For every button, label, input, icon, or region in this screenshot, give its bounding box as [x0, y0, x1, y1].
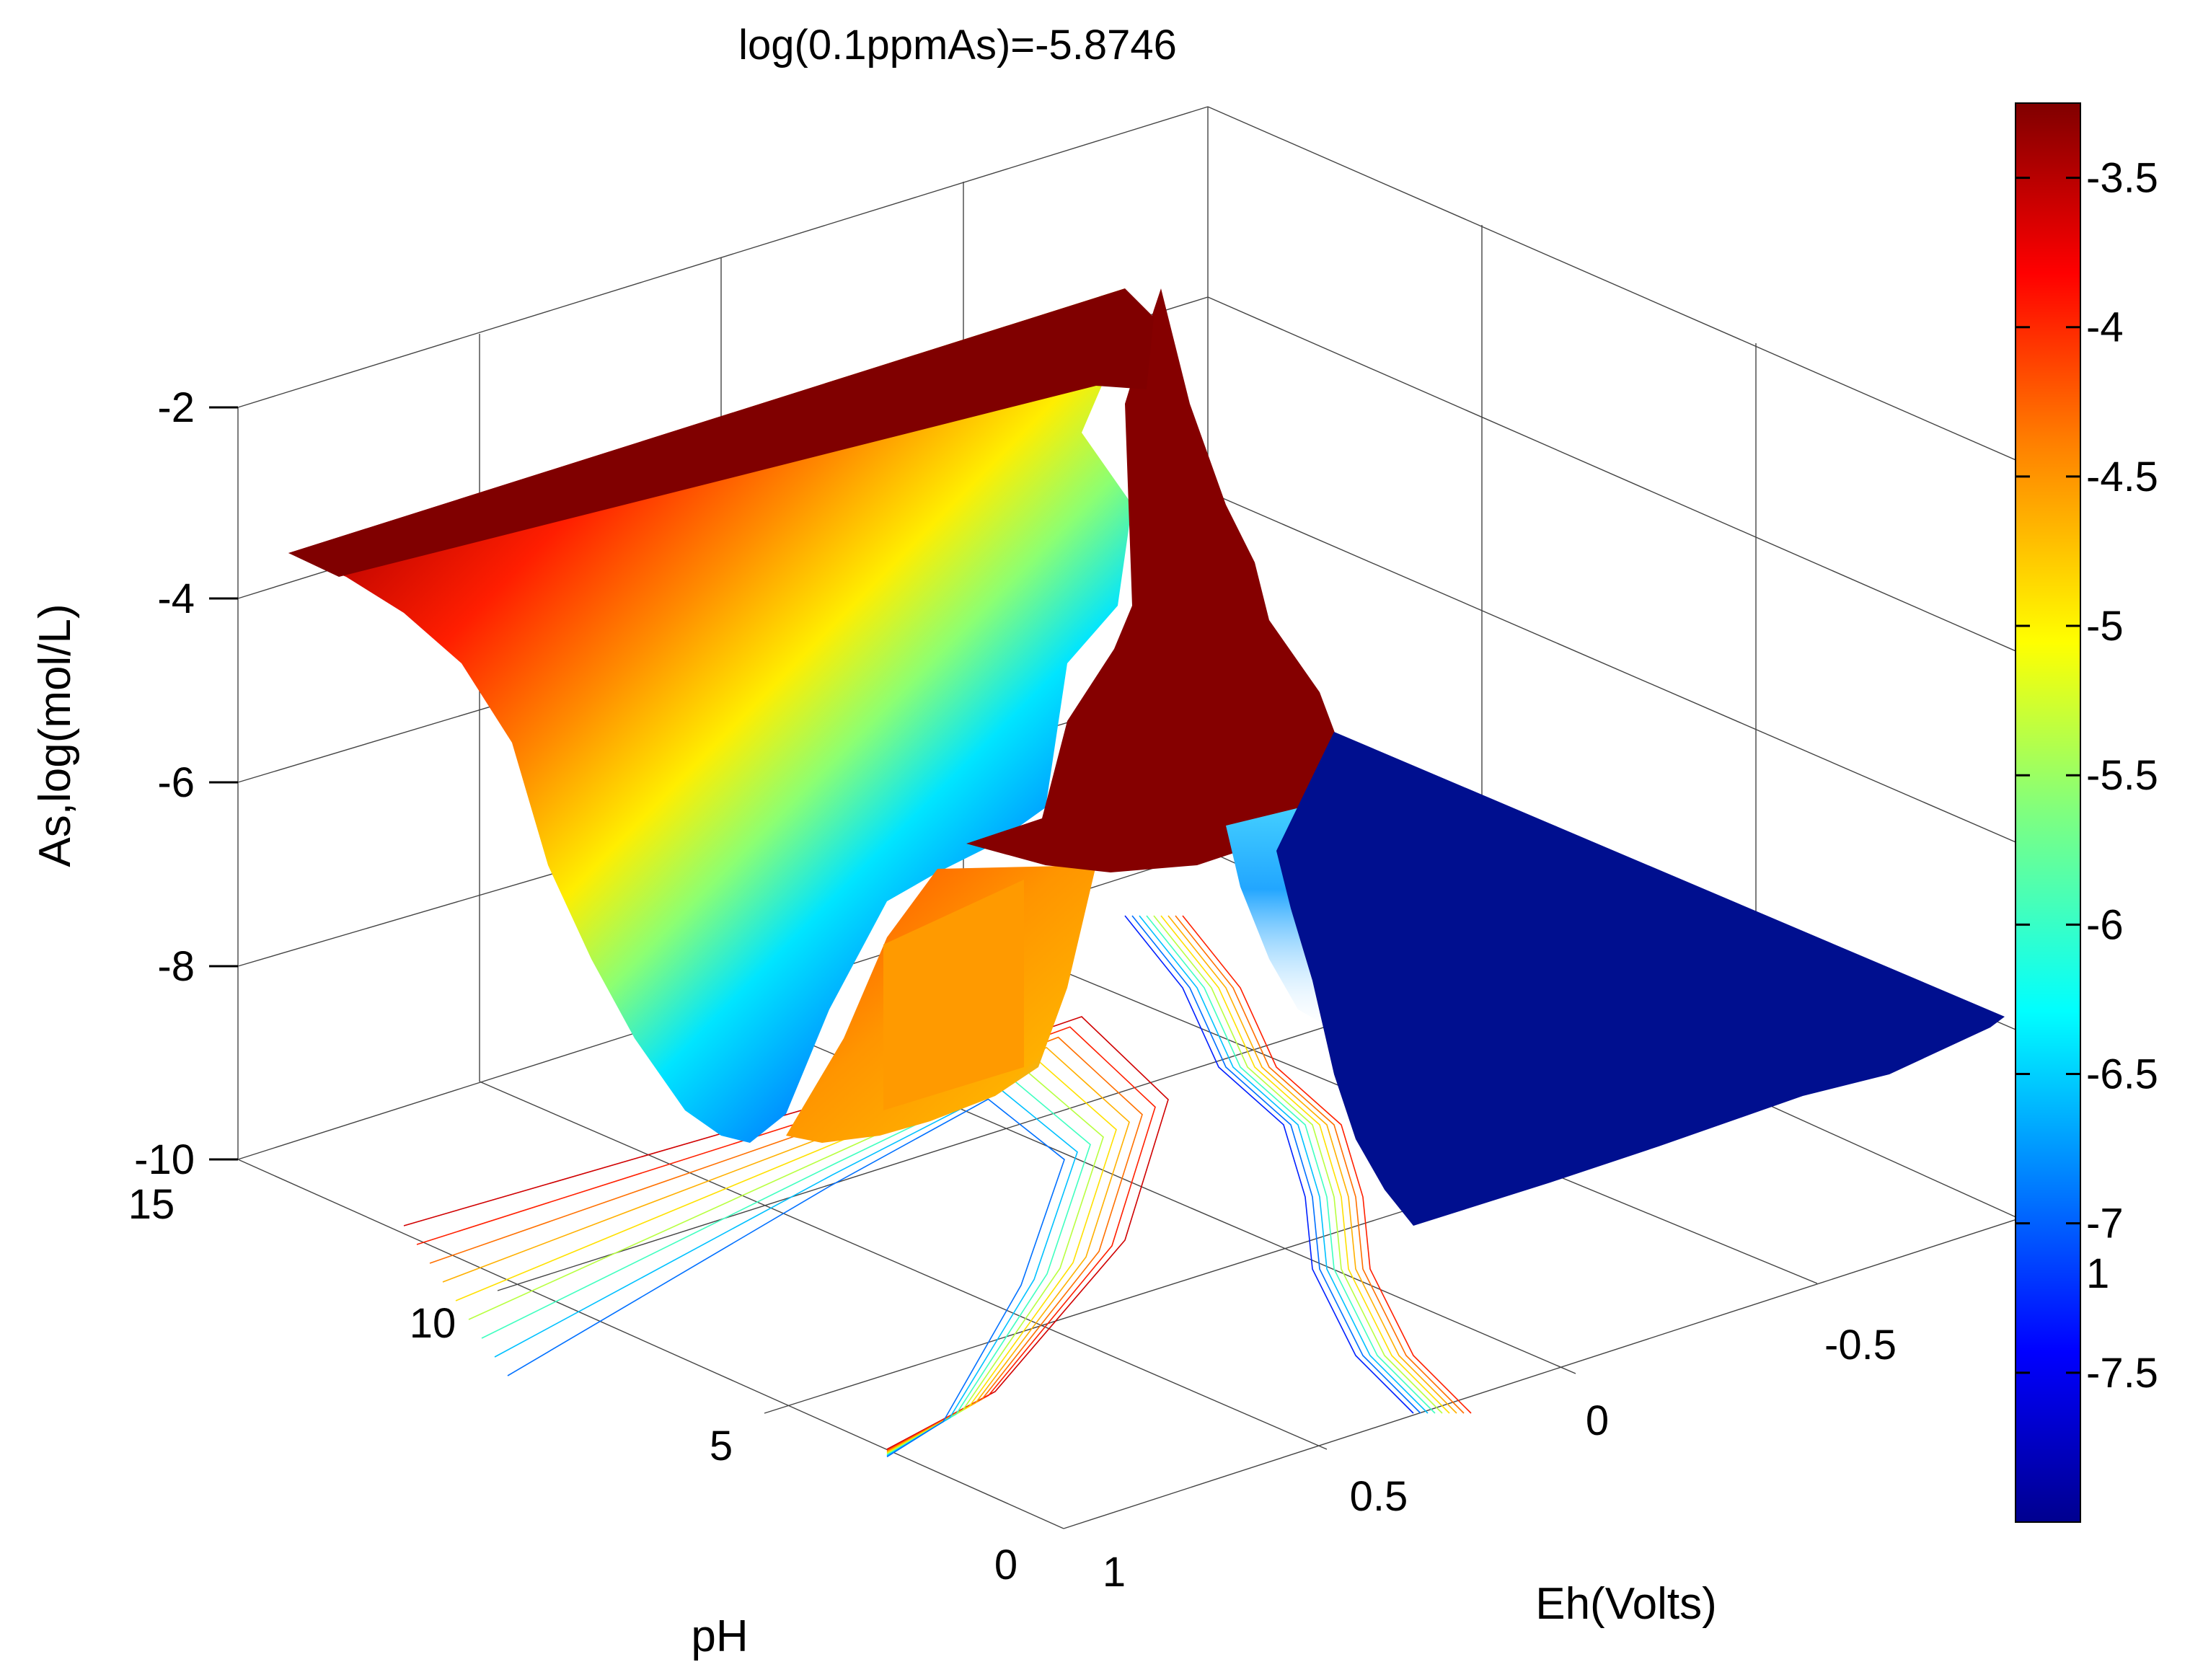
z-axis-ticks: -2 -4 -6 -8 -10	[134, 384, 238, 1183]
contour-line	[1139, 915, 1429, 1414]
contour-line	[1175, 915, 1465, 1414]
grid-line	[1207, 106, 2020, 462]
colorbar-extra-label: 1	[2086, 1250, 2109, 1297]
x-tick-label: 0	[1586, 1397, 1609, 1444]
colorbar-tick-label: -4.5	[2086, 454, 2158, 500]
x-axis-ticks: -0.5 0 0.5 1	[1103, 1322, 1897, 1596]
grid-line	[497, 976, 1483, 1291]
grid-line	[1207, 296, 2020, 653]
x-tick-label: 1	[1103, 1549, 1126, 1596]
y-tick-label: 5	[710, 1423, 733, 1469]
colorbar-tick-label: -7	[2086, 1201, 2124, 1247]
colorbar-tick-label: -6.5	[2086, 1051, 2158, 1098]
colorbar-tick-label: -7.5	[2086, 1350, 2158, 1397]
z-tick-label: -4	[157, 575, 195, 622]
colorbar-tick-label: -5.5	[2086, 752, 2158, 799]
y-tick-label: 15	[128, 1181, 175, 1228]
contour-line	[1182, 915, 1472, 1414]
colorbar-tick-label: -5	[2086, 603, 2124, 650]
contour-line	[1146, 915, 1436, 1414]
colorbar-ticks: -3.5 -4 -4.5 -5 -5.5 -6 -6.5 -7 -7.5	[2016, 155, 2158, 1397]
contour-line	[1160, 915, 1450, 1414]
contour-line	[1153, 915, 1443, 1414]
z-tick-label: -8	[157, 943, 195, 990]
y-tick-label: 10	[410, 1300, 456, 1347]
colorbar-tick-label: -3.5	[2086, 155, 2158, 202]
contour-line	[481, 1077, 1091, 1456]
colorbar-tick-label: -4	[2086, 304, 2124, 351]
x-tick-label: -0.5	[1824, 1322, 1897, 1369]
surface-reducing-plane	[1276, 732, 2005, 1226]
z-tick-label: -6	[157, 759, 195, 806]
x-tick-label: 0.5	[1350, 1473, 1408, 1520]
contour-line	[1124, 915, 1414, 1414]
contour-line	[468, 1067, 1104, 1455]
y-axis-label: pH	[691, 1612, 748, 1661]
z-axis-label: As,log(mol/L)	[30, 604, 80, 867]
contour-line	[455, 1057, 1117, 1454]
colorbar: -3.5 -4 -4.5 -5 -5.5 -6 -6.5 -7 -7.5 1	[2015, 102, 2158, 1523]
x-axis-label: Eh(Volts)	[1535, 1579, 1717, 1629]
grid-line	[1063, 1218, 2020, 1529]
z-tick-label: -10	[134, 1136, 195, 1183]
contour-line	[1131, 915, 1421, 1414]
grid-line	[237, 1159, 1064, 1529]
z-tick-label: -2	[157, 384, 195, 431]
surface-oxidizing-plateau	[966, 288, 1363, 872]
colorbar-gradient	[2015, 102, 2081, 1523]
surface-top-ridge	[288, 288, 1154, 577]
y-axis-ticks: 0 5 10 15	[128, 1181, 1017, 1588]
contour-line	[1167, 915, 1457, 1414]
surface-orange-wall	[883, 880, 1024, 1110]
contour-line	[507, 1098, 1065, 1458]
chart-title: log(0.1ppmAs)=-5.8746	[738, 22, 1177, 68]
y-tick-label: 0	[994, 1542, 1017, 1588]
surface-plot	[288, 288, 2005, 1226]
colorbar-tick-label: -6	[2086, 901, 2124, 948]
grid-line	[479, 1081, 1328, 1450]
contour-line	[494, 1088, 1078, 1456]
grid-line	[1207, 491, 2020, 844]
grid-line	[237, 106, 1209, 408]
